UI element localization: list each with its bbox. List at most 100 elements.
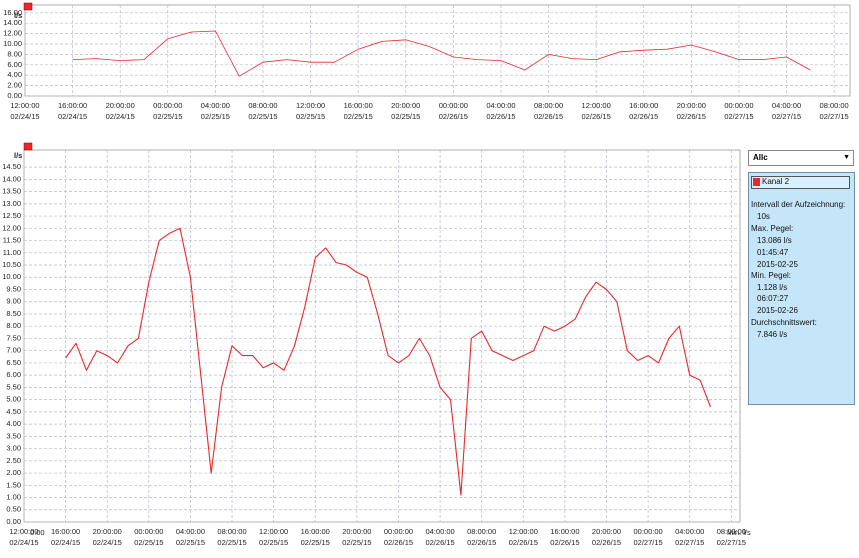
x-tick-label: 08:00:00 [217, 527, 246, 536]
x-tick-label: 04:00:00 [675, 527, 704, 536]
x-tick-date: 02/25/15 [217, 538, 246, 547]
info-value: 06:07:27 [757, 294, 789, 303]
y-tick-label: 12.00 [2, 223, 21, 232]
x-tick-label: 20:00:00 [93, 527, 122, 536]
x-tick-label: 12:00:00 [509, 527, 538, 536]
x-tick-date: 02/26/15 [629, 112, 658, 121]
x-tick-label: 12:00:00 [582, 101, 611, 110]
x-tick-label: 00:00:00 [134, 527, 163, 536]
x-tick-label: 08:00:00 [534, 101, 563, 110]
x-tick-label: 16:00:00 [629, 101, 658, 110]
x-tick-date: 02/25/15 [201, 112, 230, 121]
info-label: Intervall der Aufzeichnung: [751, 200, 846, 209]
info-value: 10s [757, 212, 770, 221]
info-value: 13.086 l/s [757, 236, 792, 245]
y-tick-label: 2.50 [6, 456, 21, 465]
corner-label: 0.00 [30, 528, 45, 537]
y-tick-label: 4.00 [6, 419, 21, 428]
y-tick-label: 11.00 [3, 248, 21, 257]
x-tick-date: 02/25/15 [176, 538, 205, 547]
x-tick-date: 02/26/15 [486, 112, 515, 121]
x-tick-label: 20:00:00 [106, 101, 135, 110]
x-tick-label: 16:00:00 [344, 101, 373, 110]
info-label: Max. Pegel: [751, 224, 794, 233]
x-tick-date: 02/26/15 [467, 538, 496, 547]
x-tick-label: 04:00:00 [201, 101, 230, 110]
y-tick-label: 8.00 [7, 49, 22, 58]
y-tick-label: 8.50 [6, 309, 21, 318]
y-tick-label: 0.00 [6, 517, 21, 526]
y-tick-label: 6.50 [6, 358, 21, 367]
x-tick-label: 12:00:00 [9, 527, 38, 536]
x-tick-label: 00:00:00 [439, 101, 468, 110]
y-tick-label: 4.00 [7, 70, 22, 79]
channel-icon[interactable] [23, 2, 33, 11]
info-value: 2015-02-26 [757, 306, 798, 315]
info-label: Min. Pegel: [751, 271, 792, 280]
y-tick-label: 13.50 [2, 187, 21, 196]
data-line [72, 30, 811, 77]
x-tick-date: 02/25/15 [342, 538, 371, 547]
x-tick-label: 16:00:00 [58, 101, 87, 110]
x-tick-label: 16:00:00 [51, 527, 80, 536]
plot-area [23, 149, 741, 523]
y-tick-label: 10.00 [3, 39, 22, 48]
y-tick-label: 3.00 [6, 444, 21, 453]
y-tick-label: 4.50 [6, 407, 21, 416]
x-tick-label: 20:00:00 [677, 101, 706, 110]
y-tick-label: 10.00 [2, 272, 21, 281]
x-tick-date: 02/27/15 [724, 112, 753, 121]
y-tick-label: 6.00 [7, 60, 22, 69]
y-tick-label: 0.00 [7, 91, 22, 100]
dropdown[interactable]: Allc ▼ [748, 150, 854, 166]
x-tick-date: 02/25/15 [344, 112, 373, 121]
x-tick-date: 02/26/15 [550, 538, 579, 547]
x-tick-date: 02/26/15 [439, 112, 468, 121]
x-tick-label: 04:00:00 [425, 527, 454, 536]
x-tick-date: 02/25/15 [301, 538, 330, 547]
y-tick-label: 1.00 [6, 493, 21, 502]
x-tick-date: 02/27/15 [675, 538, 704, 547]
x-tick-date: 02/26/15 [534, 112, 563, 121]
info-value: 01:45:47 [757, 248, 789, 257]
x-tick-label: 04:00:00 [176, 527, 205, 536]
y-tick-label: 8.00 [6, 321, 21, 330]
x-tick-label: 12:00:00 [296, 101, 325, 110]
x-tick-date: 02/27/15 [717, 538, 746, 547]
x-tick-date: 02/26/15 [677, 112, 706, 121]
info-label: Durchschnittswert: [751, 318, 817, 327]
x-tick-label: 20:00:00 [391, 101, 420, 110]
x-tick-date: 02/25/15 [391, 112, 420, 121]
y-tick-label: 7.50 [6, 333, 21, 342]
x-tick-label: 08:00:00 [248, 101, 277, 110]
y-tick-label: 10.50 [2, 260, 21, 269]
x-tick-label: 04:00:00 [486, 101, 515, 110]
y-tick-label: 5.50 [6, 382, 21, 391]
y-tick-label: 6.00 [6, 370, 21, 379]
y-tick-label: 1.50 [6, 480, 21, 489]
y-tick-label: 14.00 [3, 18, 22, 27]
x-tick-label: 04:00:00 [772, 101, 801, 110]
x-tick-date: 02/25/15 [296, 112, 325, 121]
x-tick-date: 02/25/15 [248, 112, 277, 121]
y-tick-label: 9.00 [6, 297, 21, 306]
x-tick-date: 02/26/15 [592, 538, 621, 547]
x-tick-date: 02/27/15 [772, 112, 801, 121]
x-tick-label: 16:00:00 [550, 527, 579, 536]
y-axis-label: l/s [14, 11, 22, 20]
legend-label: Kanal 2 [762, 177, 790, 186]
y-tick-label: 3.50 [6, 431, 21, 440]
x-tick-date: 02/24/15 [58, 112, 87, 121]
x-tick-date: 02/24/15 [93, 538, 122, 547]
legend-item[interactable]: Kanal 2 [751, 176, 850, 189]
x-tick-label: 00:00:00 [634, 527, 663, 536]
channel-icon[interactable] [23, 142, 33, 151]
x-tick-label: 00:00:00 [384, 527, 413, 536]
x-tick-label: 08:00:00 [467, 527, 496, 536]
x-tick-label: 08:00:00 [717, 527, 746, 536]
y-tick-label: 0.50 [6, 505, 21, 514]
y-tick-label: 12.50 [2, 211, 21, 220]
info-panel: Kanal 2 Intervall der Aufzeichnung: 10s … [748, 172, 855, 405]
